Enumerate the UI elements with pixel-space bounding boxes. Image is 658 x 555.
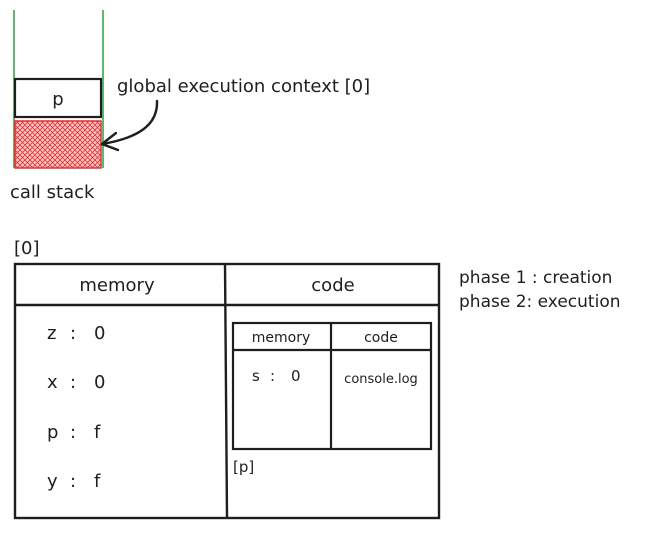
memory-entry-x-name: x bbox=[47, 372, 58, 393]
inner-code-entry: console.log bbox=[344, 372, 418, 387]
memory-entry-p-sep: : bbox=[70, 422, 76, 443]
phase-1-label: phase 1 : creation bbox=[459, 268, 612, 288]
memory-entry-p-value: f bbox=[94, 422, 101, 443]
inner-memory-entry-s-value: 0 bbox=[291, 367, 301, 385]
annotation-arrowhead bbox=[100, 131, 120, 152]
memory-entry-z-value: 0 bbox=[94, 323, 105, 344]
inner-memory-header: memory bbox=[252, 330, 311, 346]
memory-entry-y-name: y bbox=[47, 471, 58, 492]
annotation-arrow bbox=[100, 99, 159, 146]
memory-entry-y-value: f bbox=[94, 471, 101, 492]
memory-entry-x-sep: : bbox=[70, 372, 76, 393]
call-stack-caption: call stack bbox=[10, 182, 95, 203]
global-column-divider bbox=[223, 263, 229, 519]
annotation-label: global execution context [0] bbox=[117, 76, 370, 97]
phases-note: phase 1 : creation phase 2: execution bbox=[459, 268, 621, 312]
inner-memory-entry-s-sep: : bbox=[270, 367, 275, 385]
inner-context-table: memory code s : 0 console.log [p] bbox=[231, 321, 433, 476]
global-memory-header: memory bbox=[79, 275, 155, 296]
global-context-annotation: global execution context [0] bbox=[100, 76, 370, 152]
stack-frame-p-label: p bbox=[52, 89, 63, 110]
global-code-header: code bbox=[311, 275, 354, 296]
inner-context-tag: [p] bbox=[233, 458, 254, 476]
phase-2-label: phase 2: execution bbox=[459, 292, 621, 312]
inner-memory-entry-s-name: s bbox=[252, 367, 260, 385]
stack-frame-global bbox=[14, 120, 102, 169]
global-context-tag: [0] bbox=[14, 238, 40, 259]
call-stack: p call stack bbox=[10, 10, 104, 203]
memory-entry-z-sep: : bbox=[70, 323, 76, 344]
inner-code-header: code bbox=[364, 330, 398, 346]
memory-entry-x-value: 0 bbox=[94, 372, 105, 393]
memory-entry-z-name: z bbox=[47, 323, 56, 344]
stack-frame-p bbox=[13, 77, 103, 119]
memory-entry-y-sep: : bbox=[70, 471, 76, 492]
memory-entry-p-name: p bbox=[47, 422, 58, 443]
global-context-table: memory code z : 0 x : 0 p : f y : f bbox=[13, 262, 441, 520]
